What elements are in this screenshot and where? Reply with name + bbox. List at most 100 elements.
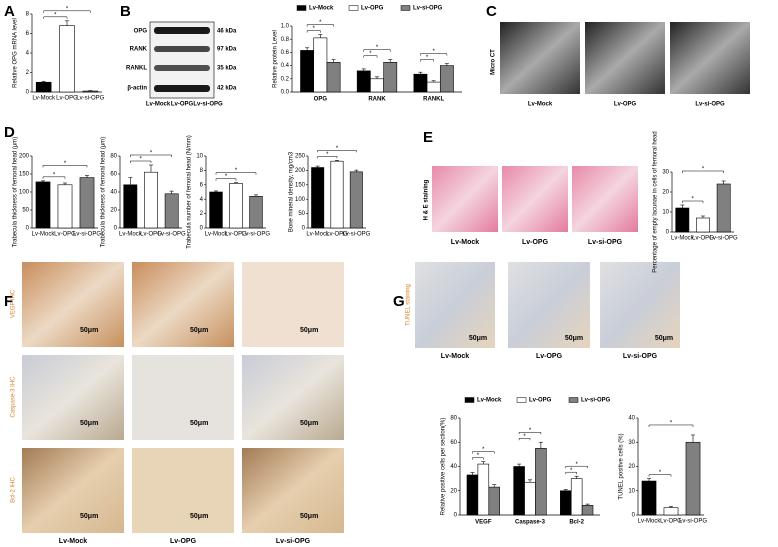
y-tick-label: 0.4 [281,63,290,69]
ct-image [500,22,580,94]
significance-label: * [482,447,485,453]
y-tick-label: 100 [19,190,30,196]
y-tick-label: 0 [302,226,306,232]
y-tick-label: 150 [295,182,306,188]
row-label: Caspase-3 IHC [11,376,17,418]
panel-label: A [4,3,15,20]
bar [641,480,657,516]
bar [82,90,99,93]
significance-bracket [317,156,338,159]
legend-label: Lv-si-OPG [413,6,443,12]
bar [35,81,52,93]
y-tick-label: 6 [200,182,204,188]
column-label: Lv-si-OPG [588,239,623,246]
bar [560,490,572,516]
x-tick-label: Lv-OPG [326,232,348,238]
x-tick-label: Lv-Mock [32,232,56,238]
row-label: TUNEL staining [406,284,412,326]
panel-label: G [393,293,405,310]
y-tick-label: 0 [200,226,204,232]
y-tick-label: 0.6 [281,50,290,56]
significance-label: * [523,434,526,440]
column-label: Lv-OPG [536,353,563,360]
panel-label: E [423,129,433,146]
y-tick-label: 0 [632,513,636,519]
bar [330,160,344,229]
y-tick-label: 10 [662,210,669,216]
x-tick-label: Lv-OPG [140,232,162,238]
legend-label: Lv-Mock [309,6,334,12]
column-label: Lv-OPG [522,239,549,246]
bar [383,61,398,93]
bar [123,184,138,229]
column-label: Lv-si-OPG [276,538,311,545]
bar [488,486,500,516]
column-label: Lv-OPG [170,538,197,545]
y-tick-label: 2 [26,70,30,76]
y-axis-label: Bone mineral density, mg/cm3 [289,151,295,232]
y-tick-label: 40 [628,416,635,422]
significance-bracket [363,49,391,52]
panel-label: B [120,3,131,20]
column-label: Lv-Mock [441,353,470,360]
scale-bar-label: 50μm [80,327,98,334]
significance-bracket [306,24,334,27]
bar [716,183,731,233]
y-axis-label: TUNEL positive cells (%) [619,433,625,499]
significance-bracket [306,30,321,33]
significance-bracket [42,176,66,179]
significance-label: * [529,428,532,434]
x-tick-label: Lv-OPG [56,96,78,102]
legend-swatch [348,5,359,11]
significance-label: * [313,26,316,32]
blot-bands [154,27,210,92]
lane-label: Lv-OPG [171,102,194,108]
y-tick-label: 150 [19,172,30,178]
y-tick-label: 2 [200,211,204,217]
he-image [572,166,638,232]
legend-swatch [516,397,527,403]
x-tick-label: RANKL [423,97,444,103]
y-tick-label: 200 [295,168,306,174]
significance-label: * [570,468,573,474]
bar [249,196,263,229]
x-tick-label: Bcl-2 [569,520,584,526]
ct-image [585,22,665,94]
bar [326,61,341,93]
significance-bracket [682,200,704,203]
significance-label: * [150,151,153,157]
y-tick-label: 8 [200,168,204,174]
y-axis-label: Trabecula thickness of femoral head (μm) [101,137,107,248]
y-tick-label: 0 [114,226,118,232]
significance-label: * [64,161,67,167]
significance-bracket [648,424,694,427]
he-image [502,166,568,232]
significance-label: * [432,49,435,55]
x-tick-label: Caspase-3 [515,520,546,526]
y-tick-label: 250 [295,154,306,160]
scale-bar-label: 50μm [655,335,673,342]
bar [313,37,328,93]
y-tick-label: 0 [26,90,30,96]
legend-swatch [296,5,307,11]
y-tick-label: 4 [26,51,30,57]
significance-label: * [702,167,705,173]
y-tick-label: 0.2 [281,76,290,82]
significance-bracket [565,471,577,475]
bar [685,441,701,516]
bar [356,70,371,93]
significance-bracket [518,432,542,435]
y-tick-label: 60 [450,440,457,446]
he-image [432,166,498,232]
panel-label: F [4,293,13,310]
ihc-grid [22,262,344,533]
x-tick-label: Lv-OPG [225,232,247,238]
significance-label: * [336,146,339,152]
significance-bracket [472,451,495,454]
scale-bar-label: 50μm [80,513,98,520]
x-tick-label: OPG [314,97,328,103]
significance-bracket [130,160,152,163]
bar [426,81,441,93]
y-axis-label: Relative positive cells per section(%) [441,418,447,516]
